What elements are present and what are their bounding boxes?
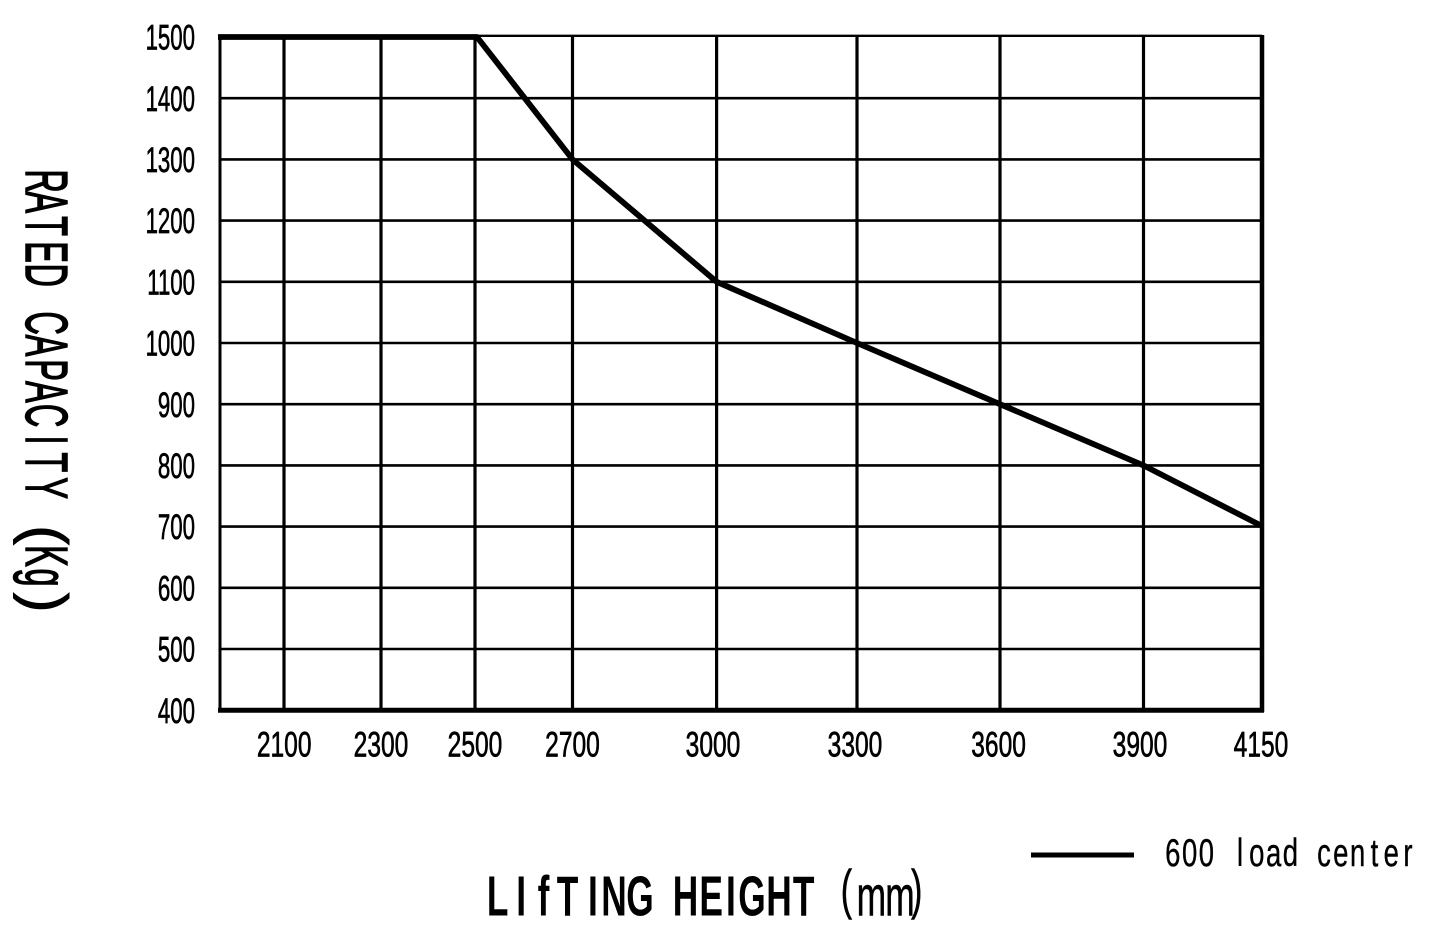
svg-text:700: 700 [158,508,195,547]
svg-text:2500: 2500 [448,726,503,764]
svg-text:2700: 2700 [545,726,600,764]
svg-text:1200: 1200 [146,202,195,241]
svg-text:2100: 2100 [257,726,312,764]
svg-text:1400: 1400 [146,80,195,119]
svg-text:3000: 3000 [686,726,741,764]
svg-text:1100: 1100 [147,263,195,302]
svg-text:1000: 1000 [146,325,195,364]
svg-text:900: 900 [158,386,195,425]
svg-text:3900: 3900 [1113,726,1168,764]
svg-text:3600: 3600 [971,726,1026,764]
svg-text:600loadcenter: 600loadcenter [1165,831,1412,875]
svg-text:1300: 1300 [146,141,195,180]
svg-text:2300: 2300 [354,726,409,764]
svg-text:500: 500 [158,631,195,670]
svg-text:3300: 3300 [828,726,883,764]
svg-text:800: 800 [158,447,195,486]
svg-text:LIfTINGHEIGHT: LIfTINGHEIGHT [487,865,815,929]
svg-text:400: 400 [158,692,195,731]
svg-text:1500: 1500 [146,19,195,58]
svg-text:mm: mm [857,865,915,929]
svg-text:4150: 4150 [1234,726,1289,764]
svg-text:600: 600 [158,569,195,608]
